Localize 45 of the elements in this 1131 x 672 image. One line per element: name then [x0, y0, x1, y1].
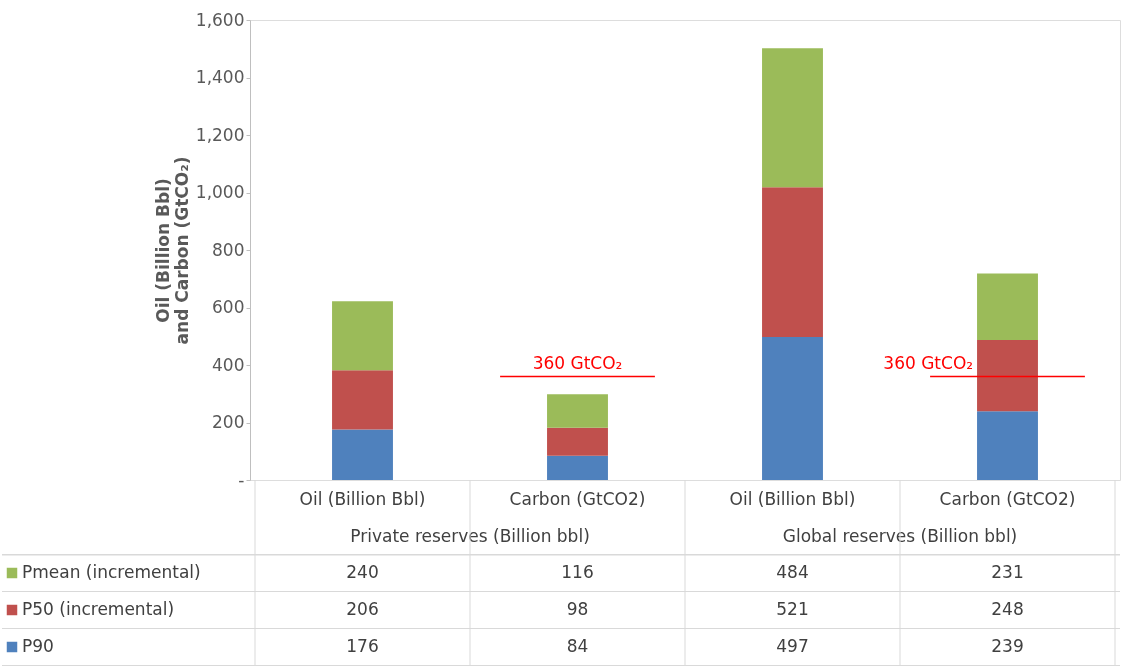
y-tick-label: 1,200: [195, 124, 245, 145]
x-tick-label: Oil (Billion Bbl): [299, 489, 426, 509]
y-tick-label: -: [238, 469, 245, 490]
data-label: 248: [991, 599, 1024, 619]
bar: [977, 411, 1038, 480]
bar: [762, 337, 823, 480]
y-axis-title: Oil (Billion Bbl) and Carbon (GtCO₂): [152, 156, 192, 345]
y-tick-label: 800: [212, 239, 245, 260]
y-tick-label: 600: [212, 297, 245, 317]
bar: [762, 187, 823, 338]
bar: [547, 394, 608, 428]
x-tick-label: Oil (Billion Bbl): [729, 489, 856, 509]
legend-label: P50 (incremental): [22, 599, 175, 619]
bar: [332, 301, 393, 371]
data-label: 484: [776, 562, 809, 582]
text: 360 GtCO₂: [883, 352, 974, 373]
bar: [762, 48, 823, 188]
data-label: 176: [346, 636, 379, 656]
data-label: 240: [346, 562, 379, 582]
bar: [547, 455, 608, 480]
text: Private reserves (Billion bbl): [350, 526, 590, 546]
data-label: 84: [566, 636, 589, 656]
data-label: 206: [346, 599, 379, 619]
y-tick-label: 1,400: [195, 67, 245, 87]
data-label: 98: [566, 599, 589, 619]
bar: [547, 427, 608, 456]
bar: [977, 339, 1038, 412]
bar: [332, 429, 393, 480]
y-tick-label: 1,000: [195, 182, 245, 202]
data-label: 239: [991, 636, 1024, 656]
bar: [332, 370, 393, 430]
y-tick-label: 400: [212, 354, 245, 375]
ref-line-label: 360 GtCO₂: [532, 352, 623, 373]
x-tick-label: Carbon (GtCO2): [509, 489, 646, 509]
legend-label: P90: [22, 636, 54, 656]
bar: [977, 273, 1038, 340]
legend-label: Pmean (incremental): [22, 562, 201, 582]
data-label: 497: [776, 636, 809, 656]
y-tick-label: 1,600: [195, 9, 245, 30]
data-label: 116: [561, 562, 594, 582]
x-tick-label: Carbon (GtCO2): [939, 489, 1076, 509]
data-label: 231: [991, 562, 1024, 582]
text: Global reserves (Billion bbl): [782, 526, 1018, 546]
data-label: 521: [776, 599, 809, 619]
y-tick-label: 200: [212, 412, 245, 432]
